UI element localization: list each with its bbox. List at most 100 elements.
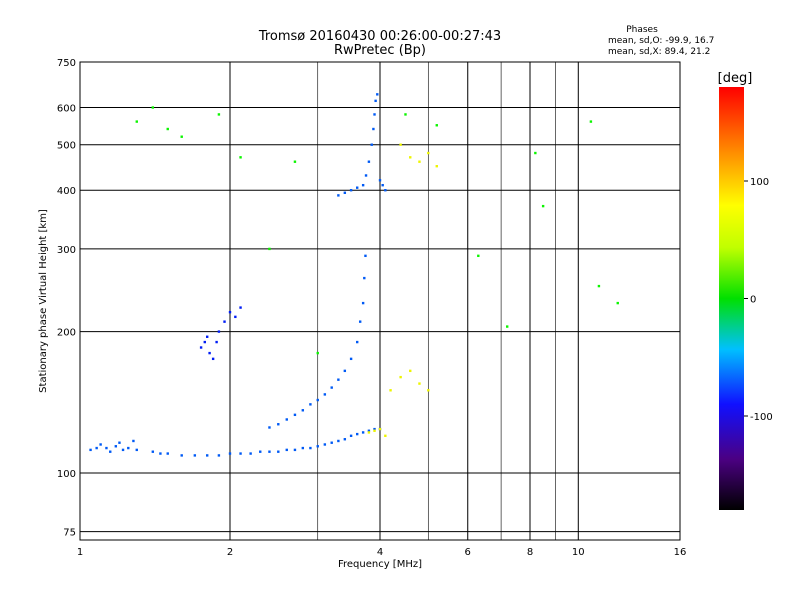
data-point	[199, 346, 203, 349]
data-point	[268, 426, 271, 429]
y-tick-label: 500	[57, 141, 76, 152]
data-point	[309, 403, 312, 406]
data-point	[259, 450, 262, 453]
data-point	[277, 450, 280, 453]
data-point	[205, 335, 209, 338]
data-point	[374, 99, 377, 103]
data-point	[205, 454, 209, 457]
phase-stats-o: mean, sd,O: -99.9, 16.7	[608, 36, 714, 46]
data-point	[135, 448, 138, 452]
y-tick-label: 750	[57, 58, 76, 69]
x-tick-label: 16	[674, 547, 687, 558]
data-point	[355, 340, 359, 344]
data-point	[228, 452, 232, 455]
data-point	[355, 186, 359, 189]
data-point	[135, 120, 138, 123]
data-point	[239, 306, 242, 309]
data-point	[180, 135, 183, 138]
data-point	[364, 174, 368, 177]
data-point	[373, 113, 376, 116]
data-point	[505, 325, 509, 328]
phase-stats-heading: Phases	[626, 25, 658, 35]
data-point	[389, 389, 392, 392]
data-point	[384, 189, 387, 192]
data-point	[355, 432, 359, 436]
data-point	[293, 413, 297, 417]
data-point	[127, 446, 130, 450]
data-point	[268, 247, 271, 251]
data-point	[409, 156, 412, 159]
data-point	[309, 446, 312, 450]
data-point	[211, 357, 215, 361]
data-point	[597, 284, 601, 288]
data-point	[364, 254, 367, 258]
data-point	[166, 127, 169, 131]
data-point	[301, 409, 305, 412]
data-point	[367, 431, 371, 434]
data-point	[477, 254, 480, 258]
data-point	[399, 375, 402, 379]
data-point	[435, 124, 438, 127]
data-point	[151, 450, 155, 453]
data-point	[208, 351, 211, 355]
data-point	[541, 204, 545, 208]
data-point	[418, 382, 421, 385]
data-point	[330, 441, 333, 444]
data-point	[361, 301, 365, 305]
data-point	[293, 160, 297, 163]
data-point	[293, 448, 297, 452]
colorbar-label: [deg]	[718, 71, 753, 86]
data-point	[114, 445, 118, 448]
data-point	[323, 393, 327, 396]
data-point	[373, 427, 376, 431]
data-points	[89, 93, 619, 457]
data-point	[427, 389, 430, 392]
colorbar-tick-label: -100	[750, 412, 773, 423]
data-point	[249, 452, 252, 455]
phase-stats-block: Phases mean, sd,O: -99.9, 16.7 mean, sd,…	[608, 25, 714, 57]
data-point	[223, 320, 226, 323]
data-point	[367, 160, 371, 163]
y-tick-label: 200	[57, 328, 76, 339]
data-point	[418, 160, 421, 163]
data-point	[361, 431, 365, 434]
data-point	[285, 418, 288, 421]
data-point	[378, 427, 382, 431]
data-point	[381, 183, 384, 187]
data-point	[376, 93, 379, 96]
y-tick-label: 600	[57, 104, 76, 115]
data-point	[121, 448, 125, 452]
data-point	[373, 429, 376, 432]
data-point	[399, 143, 402, 146]
data-point	[285, 448, 288, 452]
data-point	[151, 106, 155, 109]
y-tick-label: 75	[63, 528, 76, 539]
data-point	[343, 438, 347, 441]
data-point	[349, 434, 353, 438]
data-point	[349, 189, 353, 192]
data-point	[316, 445, 319, 448]
data-point	[217, 454, 221, 457]
x-tick-label: 4	[377, 547, 383, 558]
data-point	[384, 434, 387, 438]
data-point	[372, 127, 375, 131]
data-point	[316, 351, 319, 355]
data-point	[367, 429, 371, 432]
data-point	[337, 439, 340, 443]
data-point	[105, 446, 108, 450]
data-point	[358, 320, 362, 323]
axis-ticks: 1 2 4 6 8 10 16 75 100 200 300 400 500 600 750	[57, 58, 686, 558]
y-tick-label: 100	[57, 469, 76, 480]
data-point	[109, 450, 112, 453]
data-point	[404, 113, 407, 116]
data-point	[616, 301, 619, 305]
data-point	[239, 452, 242, 455]
data-point	[337, 194, 340, 197]
x-tick-label: 1	[77, 547, 83, 558]
data-point	[95, 446, 98, 450]
data-point	[323, 443, 327, 446]
data-point	[228, 310, 232, 314]
data-point	[268, 450, 271, 453]
colorbar-gradient	[719, 87, 744, 510]
data-point	[343, 369, 347, 373]
